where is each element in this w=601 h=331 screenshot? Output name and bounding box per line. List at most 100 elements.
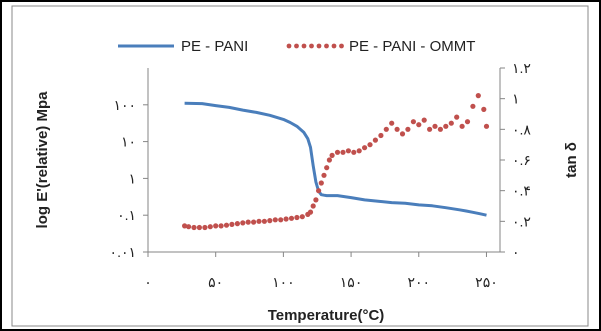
data-point-pe-pani-ommt (340, 149, 346, 155)
data-point-pe-pani-ommt (267, 218, 273, 224)
data-point-pe-pani-ommt (288, 215, 295, 221)
data-point-pe-pani-ommt (399, 131, 406, 137)
data-point-pe-pani-ommt (213, 223, 219, 229)
data-point-pe-pani-ommt (229, 221, 235, 227)
legend-dot (309, 43, 314, 49)
y-left-tick-label: ۱ (128, 170, 136, 186)
x-tick-label: ۱۵۰ (340, 274, 363, 290)
data-point-pe-pani-ommt (218, 223, 224, 229)
data-point-pe-pani-ommt (186, 224, 192, 230)
legend-dot (331, 43, 337, 49)
legend-swatch-pe-pani-ommt (286, 43, 344, 49)
data-point-pe-pani-ommt (283, 216, 289, 222)
x-tick-label: ۲۵۰ (475, 274, 498, 290)
chart-area-border (11, 5, 589, 327)
data-point-pe-pani-ommt (324, 165, 330, 171)
data-point-pe-pani-ommt (278, 217, 284, 223)
series-pe-pani (184, 101, 487, 217)
y-right-tick-label: ۱ (512, 91, 520, 107)
x-tick-label: ۵۰ (208, 274, 223, 290)
data-point-pe-pani-ommt (475, 93, 481, 99)
data-point-pe-pani-ommt (405, 126, 411, 132)
data-point-pe-pani-ommt (437, 126, 443, 132)
x-tick-label: ۰ (144, 274, 152, 290)
data-point-pe-pani-ommt (416, 122, 422, 128)
y-right-tick-label: ۰.۴ (512, 183, 531, 199)
y-left-tick-label: ۱۰ (121, 134, 136, 150)
data-point-pe-pani-ommt (191, 224, 197, 231)
data-point-pe-pani-ommt (362, 145, 368, 151)
legend-dot (301, 43, 307, 49)
y-axis-left-title: log E'(relative) Mpa (34, 91, 51, 229)
data-point-pe-pani-ommt (261, 218, 267, 224)
x-tick-label: ۲۰۰ (407, 274, 430, 290)
data-point-pe-pani-ommt (240, 220, 246, 226)
data-point-pe-pani-ommt (294, 214, 300, 221)
data-point-pe-pani-ommt (334, 149, 341, 155)
y-right-tick-label: ۰.۲ (512, 213, 531, 229)
data-point-pe-pani-ommt (483, 123, 490, 129)
series-line-pe-pani (184, 101, 487, 217)
data-point-pe-pani-ommt (196, 224, 202, 231)
data-point-pe-pani-ommt (351, 149, 357, 155)
y-left-tick-label: ۰.۰۱ (110, 244, 136, 260)
data-point-pe-pani-ommt (321, 172, 327, 178)
data-point-pe-pani-ommt (427, 126, 433, 132)
data-point-pe-pani-ommt (251, 219, 257, 225)
data-point-pe-pani-ommt (443, 123, 449, 129)
data-point-pe-pani-ommt (256, 218, 262, 224)
legend-label-pe-pani-ommt: PE - PANI - OMMT (349, 38, 475, 55)
y-axis-left-ticks: ۰.۰۱ ۰.۱ ۱ ۱۰ ۱۰۰ (110, 97, 148, 260)
data-point-pe-pani-ommt (454, 114, 460, 120)
data-point-pe-pani-ommt (464, 119, 471, 125)
legend: PE - PANI PE - PANI - OMMT (118, 38, 475, 55)
data-point-pe-pani-ommt (421, 117, 427, 123)
data-point-pe-pani-ommt (202, 224, 208, 231)
x-axis-ticks: ۰ ۵۰ ۱۰۰ ۱۵۰ ۲۰۰ ۲۵۰ (144, 252, 498, 290)
data-point-pe-pani-ommt (410, 119, 416, 125)
data-point-pe-pani-ommt (448, 120, 454, 126)
data-point-pe-pani-ommt (470, 103, 476, 109)
y-right-tick-label: ۰ (512, 244, 520, 260)
series-pe-pani-ommt (182, 93, 490, 231)
data-point-pe-pani-ommt (345, 148, 351, 154)
legend-dot (286, 43, 292, 49)
data-point-pe-pani-ommt (432, 123, 438, 129)
data-point-pe-pani-ommt (245, 219, 251, 225)
data-point-pe-pani-ommt (372, 137, 378, 143)
y-left-tick-label: ۰.۱ (117, 207, 136, 223)
data-point-pe-pani-ommt (207, 224, 213, 230)
data-point-pe-pani-ommt (182, 223, 188, 229)
data-point-pe-pani-ommt (394, 126, 400, 132)
y-right-tick-label: ۰.۶ (512, 152, 531, 168)
data-point-pe-pani-ommt (272, 217, 278, 223)
x-axis-title: Temperature(°C) (268, 307, 385, 324)
data-point-pe-pani-ommt (481, 106, 487, 112)
data-point-pe-pani-ommt (459, 123, 465, 129)
data-point-pe-pani-ommt (313, 197, 319, 203)
y-right-tick-label: ۱.۲ (512, 60, 531, 76)
y-axis-right-ticks: ۰ ۰.۲ ۰.۴ ۰.۶ ۰.۸ ۱ ۱.۲ (500, 60, 531, 260)
data-point-pe-pani-ommt (367, 142, 373, 148)
data-point-pe-pani-ommt (299, 214, 305, 220)
data-point-pe-pani-ommt (316, 188, 322, 194)
legend-dot (339, 43, 344, 49)
data-point-pe-pani-ommt (310, 203, 316, 209)
data-point-pe-pani-ommt (329, 152, 335, 158)
data-point-pe-pani-ommt (356, 148, 362, 154)
data-point-pe-pani-ommt (389, 120, 395, 126)
data-point-pe-pani-ommt (234, 221, 240, 227)
legend-dot (316, 43, 322, 49)
x-tick-label: ۱۰۰ (272, 274, 295, 290)
y-left-tick-label: ۱۰۰ (113, 97, 136, 113)
data-point-pe-pani-ommt (383, 126, 389, 132)
data-point-pe-pani-ommt (378, 132, 384, 139)
data-point-pe-pani-ommt (326, 157, 332, 163)
y-right-tick-label: ۰.۸ (512, 121, 531, 137)
y-axis-right-title: tan δ (563, 142, 580, 178)
data-point-pe-pani-ommt (318, 180, 324, 186)
data-point-pe-pani-ommt (223, 222, 230, 228)
data-point-pe-pani-ommt (307, 209, 314, 215)
